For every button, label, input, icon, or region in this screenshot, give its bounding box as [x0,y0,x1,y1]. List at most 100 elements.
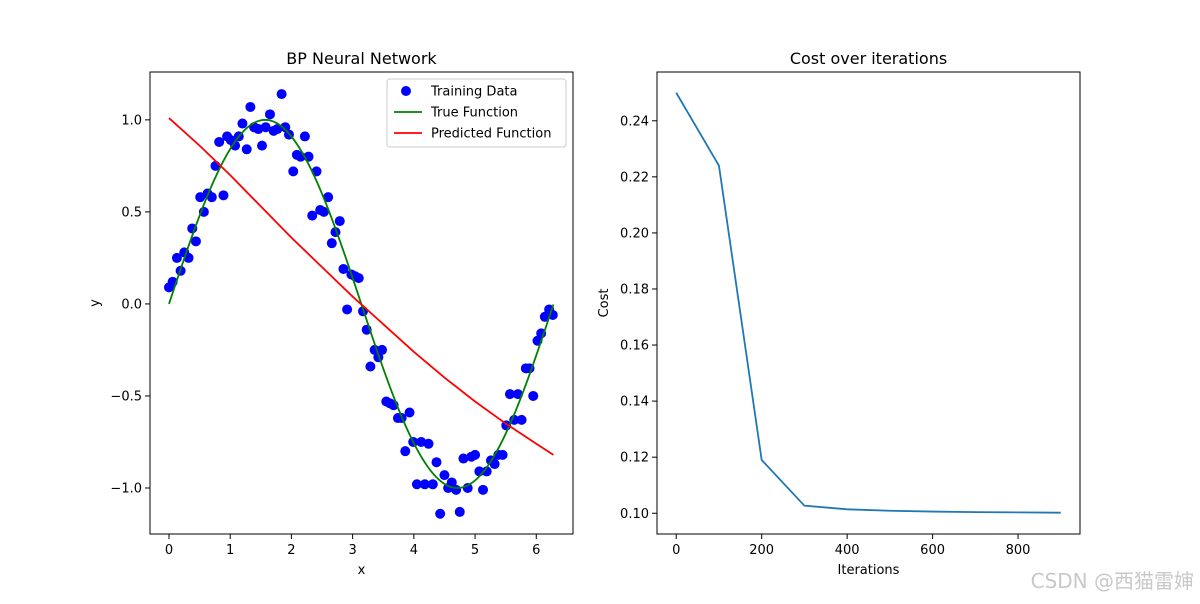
training-data-point [323,192,334,203]
training-data-point [489,459,500,470]
training-data-point [190,236,201,247]
training-data-point [214,136,225,147]
training-data-point [400,446,411,457]
x-tick-label: 0 [672,543,680,558]
training-data-point [334,216,345,227]
training-data-point [260,122,271,133]
predicted-function-line [168,117,554,456]
training-data-point [218,190,229,201]
y-tick-label: 1.0 [121,113,142,128]
y-tick-label: −0.5 [110,389,142,404]
legend-box [386,78,567,148]
training-data-point [272,124,283,135]
ax1-ylabel: y [88,299,103,307]
training-data-point [439,470,450,481]
training-data-point [423,438,434,449]
x-tick-label: 800 [1006,543,1031,558]
training-data-point [353,273,364,284]
x-tick-label: 5 [471,543,479,558]
training-data-point [365,361,376,372]
ax1-xlabel: x [358,563,366,578]
ax2-y-ticks: 0.10 0.12 0.14 0.16 0.18 0.20 0.22 0.24 [620,114,657,522]
legend-label-true-function: True Function [430,106,518,121]
x-tick-label: 1 [226,543,234,558]
ax1-x-ticks: 0 1 2 3 4 5 6 [165,534,540,558]
training-data-point [454,506,465,517]
legend-marker-training-data [401,86,411,96]
ax1-plot-area [163,89,558,519]
ax2-ylabel: Cost [597,289,612,318]
training-data-point [481,466,492,477]
training-data-point [411,479,422,490]
y-tick-label: 0.20 [620,226,649,241]
legend-label-predicted-function: Predicted Function [431,127,551,142]
y-tick-label: 0.10 [620,507,649,522]
x-tick-label: 0 [165,543,173,558]
training-data-point [299,131,310,142]
training-data-point [504,389,515,400]
training-data-point [462,482,473,493]
y-tick-label: 0.16 [620,339,649,354]
training-data-point [257,140,268,151]
y-tick-label: 0.12 [620,451,649,466]
x-tick-label: 4 [410,543,418,558]
y-tick-label: 0.22 [620,170,649,185]
training-data-point [280,122,291,133]
training-data-point [276,89,287,100]
legend-label-training-data: Training Data [430,85,517,100]
training-data-point [470,449,481,460]
ax1-legend: Training Data True Function Predicted Fu… [386,78,567,148]
training-data-point [435,508,446,519]
ax2-title: Cost over iterations [790,49,947,68]
y-tick-label: 0.14 [620,395,649,410]
ax2-x-ticks: 0 200 400 600 800 [672,534,1030,558]
x-tick-label: 6 [532,543,540,558]
x-tick-label: 400 [835,543,860,558]
y-tick-label: 0.0 [121,297,142,312]
training-data-point [528,390,539,401]
training-data-point [478,484,489,495]
training-data-point [338,263,349,274]
training-data-point [171,252,182,263]
x-tick-label: 600 [920,543,945,558]
x-tick-label: 3 [348,543,356,558]
training-data-point [288,166,299,177]
training-data-point [419,479,430,490]
training-data-point [539,311,550,322]
ax2-frame [656,71,1081,535]
ax2-xlabel: Iterations [838,563,900,578]
y-tick-label: 0.24 [620,114,649,129]
ax2-plot-area [675,92,1061,514]
training-data-point [516,414,527,425]
training-data-point [451,484,462,495]
training-data-point [404,407,415,418]
training-data-point [245,101,256,112]
watermark: CSDN @西猫雷婶 [1030,569,1194,593]
training-data-point [264,109,275,120]
training-data-point [241,144,252,155]
x-tick-label: 2 [287,543,295,558]
training-data-point [237,118,248,129]
training-data-point [458,453,469,464]
cost-line [675,92,1061,514]
y-tick-label: 0.18 [620,282,649,297]
ax1-title: BP Neural Network [286,49,437,68]
training-data-point [326,238,337,249]
ax1-y-ticks: −1.0 −0.5 0.0 0.5 1.0 [110,113,150,496]
training-data-point [206,192,217,203]
training-data-point [497,449,508,460]
training-data-point [318,206,329,217]
training-data-point [230,140,241,151]
training-data-point [446,477,457,488]
y-tick-label: −1.0 [110,481,142,496]
neural-network-plot: BP Neural Network 0 1 2 3 4 5 6 −1.0 −0.5 0.0 0.5… [88,49,574,578]
training-data-point [431,457,442,468]
training-data-point [427,479,438,490]
training-data-point [342,304,353,315]
training-data-point [307,210,318,221]
cost-plot: Cost over iterations 0 200 400 600 800 0.100… [597,49,1081,578]
training-data-point [377,344,388,355]
y-tick-label: 0.5 [121,205,142,220]
